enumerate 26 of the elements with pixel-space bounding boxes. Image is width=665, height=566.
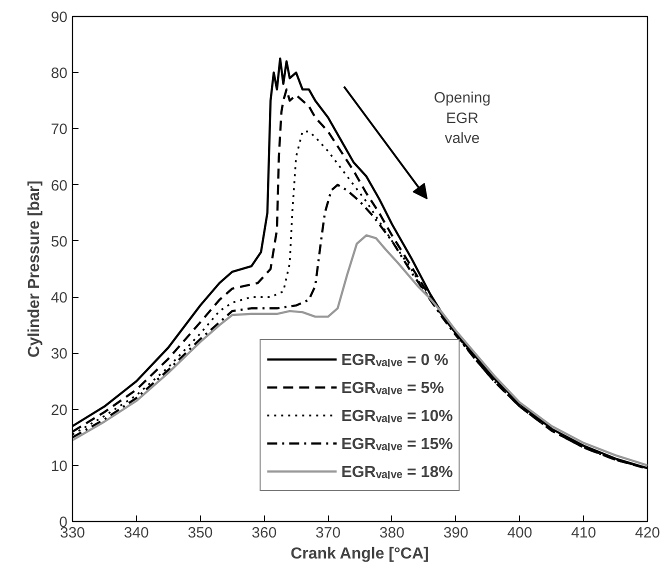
x-tick-label: 350 xyxy=(188,524,213,542)
x-tick-label: 390 xyxy=(443,524,468,542)
y-tick-label: 90 xyxy=(50,9,68,26)
x-tick-label: 360 xyxy=(252,524,277,542)
x-tick-label: 420 xyxy=(634,524,660,542)
y-tick-label: 30 xyxy=(50,346,68,363)
annotation: Opening EGR valve xyxy=(434,89,491,148)
y-tick-label: 80 xyxy=(50,65,68,82)
y-tick-label: 70 xyxy=(50,121,68,138)
y-tick-label: 20 xyxy=(50,402,68,419)
legend-label: EGRᵥₐₗᵥₑ = 18% xyxy=(341,463,453,483)
y-tick-label: 60 xyxy=(50,177,68,194)
legend-label: EGRᵥₐₗᵥₑ = 0 % xyxy=(341,351,448,371)
legend-label: EGRᵥₐₗᵥₑ = 5% xyxy=(341,379,444,399)
legend-label: EGRᵥₐₗᵥₑ = 15% xyxy=(341,435,453,455)
x-tick-label: 380 xyxy=(379,524,404,542)
y-tick-label: 40 xyxy=(50,290,68,307)
x-tick-label: 370 xyxy=(316,524,341,542)
y-tick-label: 10 xyxy=(50,458,68,475)
x-axis-title: Crank Angle [°CA] xyxy=(290,546,429,562)
x-tick-label: 400 xyxy=(507,524,532,542)
y-tick-label: 50 xyxy=(50,233,68,250)
x-tick-label: 410 xyxy=(571,524,596,542)
x-tick-label: 340 xyxy=(124,524,149,542)
legend-label: EGRᵥₐₗᵥₑ = 10% xyxy=(341,407,453,427)
y-axis-title: Cylinder Pressure [bar] xyxy=(26,180,43,358)
